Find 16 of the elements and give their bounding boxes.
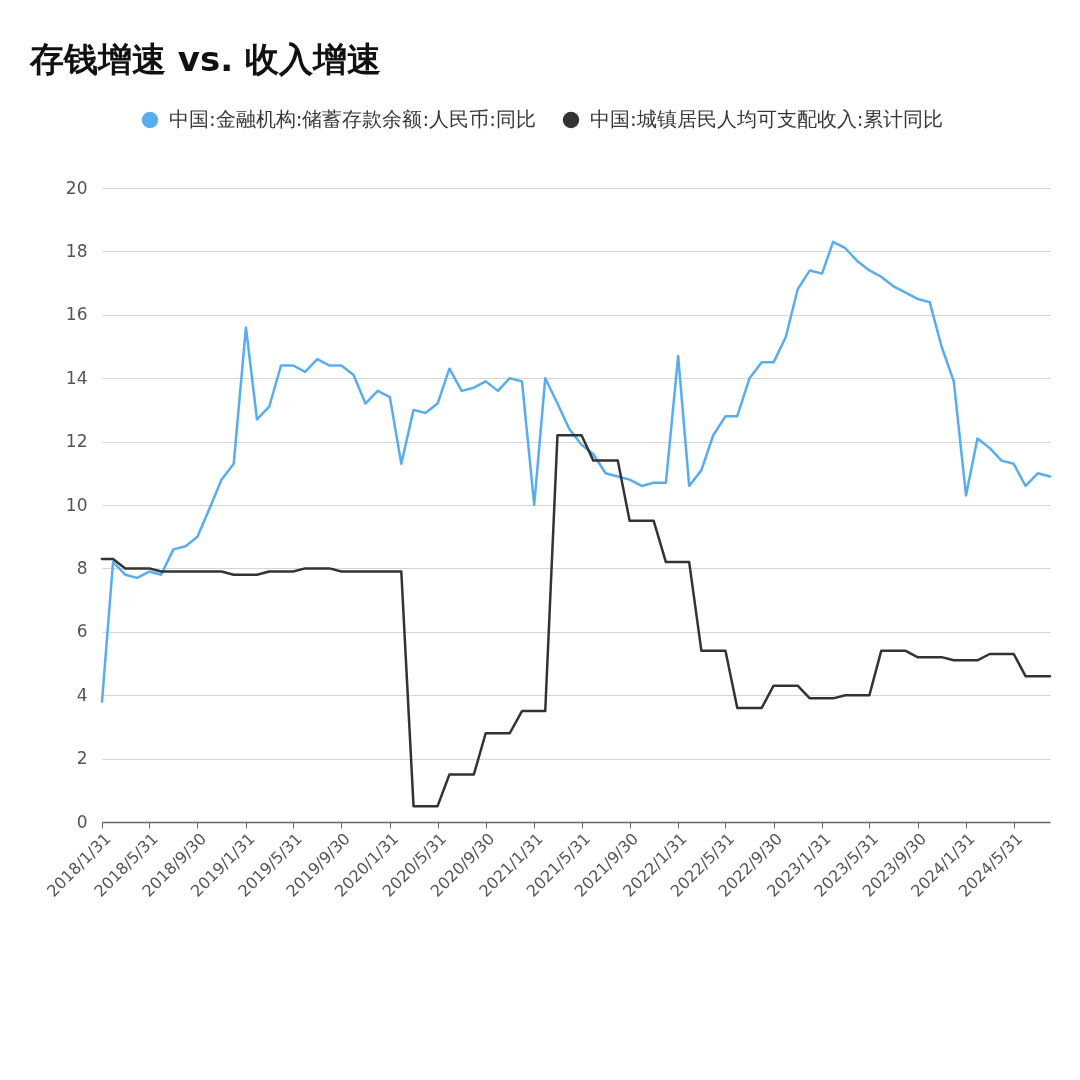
chart-title: 存钱增速 vs. 收入增速 [29, 39, 381, 79]
y-tick-label: 10 [65, 494, 88, 515]
y-tick-label: 8 [76, 557, 88, 578]
line-series [100, 434, 1052, 808]
y-tick-label: 18 [65, 240, 88, 261]
y-tick-label: 6 [76, 621, 88, 642]
y-tick-label: 20 [65, 177, 88, 198]
legend-label: 中国:城镇居民人均可支配收入:累计同比 [590, 107, 944, 131]
y-tick-label: 2 [76, 748, 88, 769]
y-tick-label: 12 [65, 431, 88, 452]
line-series [100, 240, 1052, 703]
y-tick-label: 0 [76, 811, 88, 832]
legend-label: 中国:金融机构:储蓄存款余额:人民币:同比 [169, 107, 536, 131]
y-tick-label: 16 [65, 304, 88, 325]
y-tick-label: 14 [65, 367, 88, 388]
y-tick-label: 4 [76, 684, 88, 705]
